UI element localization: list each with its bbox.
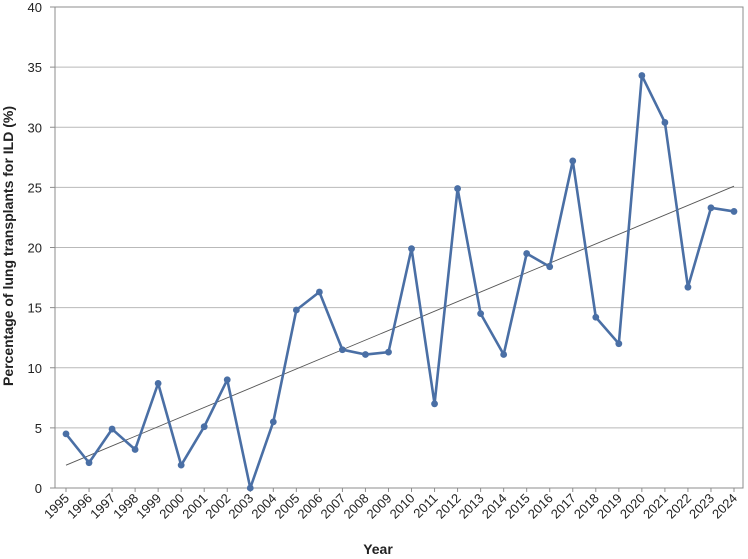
data-point xyxy=(408,245,415,253)
x-tick-label: 2005 xyxy=(271,491,302,522)
x-tick-label: 2017 xyxy=(548,491,579,522)
y-tick-label: 5 xyxy=(35,421,42,436)
data-point xyxy=(177,461,185,469)
data-point xyxy=(269,418,277,426)
data-points xyxy=(62,72,738,492)
data-point xyxy=(523,250,531,257)
x-tick-label: 2003 xyxy=(225,491,256,522)
x-tick-label: 2013 xyxy=(456,491,487,522)
data-point xyxy=(569,157,577,165)
data-point xyxy=(131,446,139,453)
data-point xyxy=(362,351,369,358)
data-point xyxy=(707,204,715,212)
x-tick-label: 2020 xyxy=(617,491,648,522)
data-point xyxy=(500,351,508,358)
x-tick-label: 2024 xyxy=(709,491,740,522)
data-point xyxy=(154,379,162,387)
x-tick-label: 2011 xyxy=(410,491,440,521)
x-tick-label: 1995 xyxy=(41,491,72,522)
gridlines xyxy=(55,66,743,429)
x-tick-label: 2019 xyxy=(594,491,625,522)
data-point xyxy=(339,346,346,354)
y-axis-ticks: 0 5 10 15 20 25 30 35 40 xyxy=(28,0,55,496)
data-point xyxy=(615,340,623,348)
x-tick-label: 2004 xyxy=(248,491,279,522)
x-tick-label: 2000 xyxy=(156,491,187,522)
y-tick-label: 30 xyxy=(28,120,42,135)
data-point xyxy=(661,119,669,126)
x-tick-label: 2010 xyxy=(387,491,418,522)
data-point xyxy=(246,484,254,492)
data-point xyxy=(638,72,646,79)
x-tick-label: 2012 xyxy=(433,491,464,522)
data-point xyxy=(454,185,461,192)
y-tick-label: 10 xyxy=(28,361,42,376)
x-tick-label: 2022 xyxy=(663,491,694,522)
y-tick-label: 25 xyxy=(28,180,42,195)
data-point xyxy=(684,283,692,291)
x-tick-label: 2014 xyxy=(479,491,510,522)
x-tick-label: 2009 xyxy=(364,491,395,522)
x-tick-label: 2002 xyxy=(202,491,233,522)
data-point xyxy=(85,459,93,467)
data-point xyxy=(477,310,485,318)
x-tick-label: 2008 xyxy=(341,491,372,522)
y-tick-label: 0 xyxy=(35,481,42,496)
x-tick-label: 2006 xyxy=(294,491,325,522)
x-tick-label: 1999 xyxy=(133,491,164,522)
y-tick-label: 15 xyxy=(28,301,42,316)
trend-line xyxy=(65,185,735,466)
y-tick-label: 35 xyxy=(28,60,42,75)
series-line xyxy=(64,74,735,490)
x-tick-label: 2016 xyxy=(525,491,556,522)
data-point xyxy=(200,423,208,431)
x-tick-label: 2007 xyxy=(317,491,348,522)
x-tick-label: 2015 xyxy=(502,491,533,522)
x-axis-title: Year xyxy=(363,541,393,557)
data-point xyxy=(315,288,323,296)
data-point xyxy=(431,400,438,408)
y-tick-label: 20 xyxy=(28,241,42,256)
data-point xyxy=(385,348,392,356)
x-axis-ticks: 1995199619971998199920002001200220032004… xyxy=(41,488,740,522)
data-point xyxy=(292,306,300,314)
data-point xyxy=(730,208,738,215)
data-point xyxy=(62,430,70,438)
x-tick-label: 2023 xyxy=(686,491,717,522)
data-point xyxy=(592,313,600,321)
data-point xyxy=(223,376,231,384)
x-tick-label: 1996 xyxy=(64,491,95,522)
y-axis-title: Percentage of lung transplants for ILD (… xyxy=(0,106,16,386)
data-point xyxy=(108,425,116,433)
y-tick-label: 40 xyxy=(28,0,42,15)
x-tick-label: 2021 xyxy=(640,491,671,522)
x-tick-label: 1997 xyxy=(87,491,118,522)
x-tick-label: 2001 xyxy=(179,491,210,522)
data-point xyxy=(546,263,554,271)
x-tick-label: 1998 xyxy=(110,491,141,522)
x-tick-label: 2018 xyxy=(571,491,602,522)
